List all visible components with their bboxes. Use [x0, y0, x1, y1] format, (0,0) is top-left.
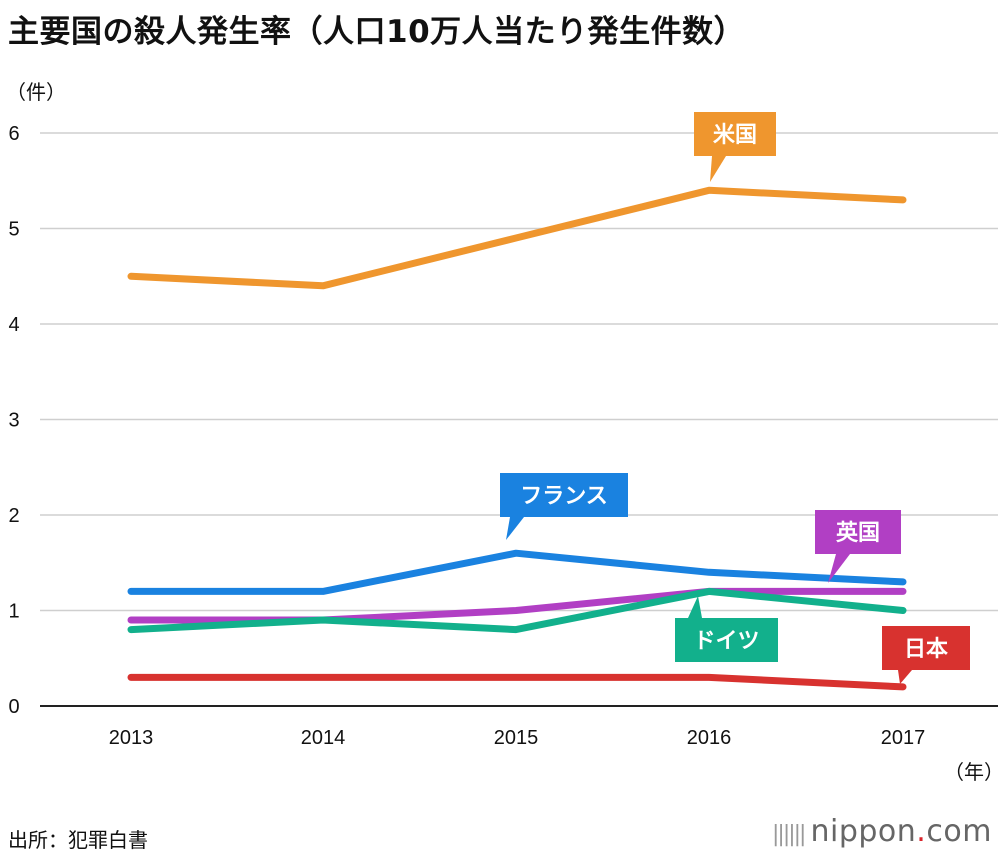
series-label-text: 日本 — [904, 637, 948, 662]
series-label-pointer — [688, 596, 702, 618]
source-note: 出所：犯罪白書 — [8, 828, 148, 852]
y-tick-label: 5 — [8, 219, 19, 241]
series-label-pointer — [898, 670, 912, 684]
x-tick-label: 2017 — [881, 727, 926, 749]
series-label-box — [500, 473, 628, 517]
series-label-1: 米国 — [694, 112, 776, 182]
brand-name: nippon — [810, 814, 917, 849]
x-tick-label: 2016 — [687, 727, 732, 749]
y-tick-label: 3 — [8, 410, 19, 432]
chart-title: 主要国の殺人発生率（人口10万人当たり発生件数） — [8, 14, 746, 50]
x-tick-label: 2014 — [301, 727, 346, 749]
series-label-text: 米国 — [713, 123, 757, 148]
series-label-3: 英国 — [815, 510, 901, 583]
brand-tld: com — [926, 814, 992, 849]
series-label-box — [694, 112, 776, 156]
series-label-text: ドイツ — [693, 629, 759, 654]
y-tick-label: 1 — [8, 601, 19, 623]
y-tick-label: 2 — [8, 505, 19, 527]
series-line-5 — [127, 673, 907, 691]
series-label-box — [675, 618, 778, 662]
y-axis-unit-label: （件） — [6, 80, 66, 104]
brand-dot: . — [916, 814, 927, 849]
series-label-2: フランス — [500, 473, 628, 540]
series-label-pointer — [828, 554, 850, 583]
y-tick-label: 6 — [8, 123, 19, 145]
series-label-box — [882, 626, 970, 670]
series-line-4 — [127, 587, 907, 634]
x-tick-label: 2013 — [109, 727, 154, 749]
series-label-pointer — [506, 517, 524, 540]
x-tick-label: 2015 — [494, 727, 539, 749]
series-label-5: 日本 — [882, 626, 970, 684]
series-label-box — [815, 510, 901, 554]
series-label-text: フランス — [520, 484, 608, 509]
series-label-text: 英国 — [836, 521, 880, 546]
x-axis-unit-label: （年） — [944, 760, 1000, 784]
y-tick-label: 4 — [8, 314, 19, 336]
y-tick-label: 0 — [8, 696, 19, 718]
series-line-2 — [127, 549, 907, 595]
series-label-4: ドイツ — [675, 596, 778, 662]
brand-logo: |||||| nippon.com — [772, 814, 992, 849]
brand-bars-icon: |||||| — [772, 822, 807, 847]
series-label-pointer — [710, 156, 726, 182]
series-line-1 — [127, 186, 907, 290]
